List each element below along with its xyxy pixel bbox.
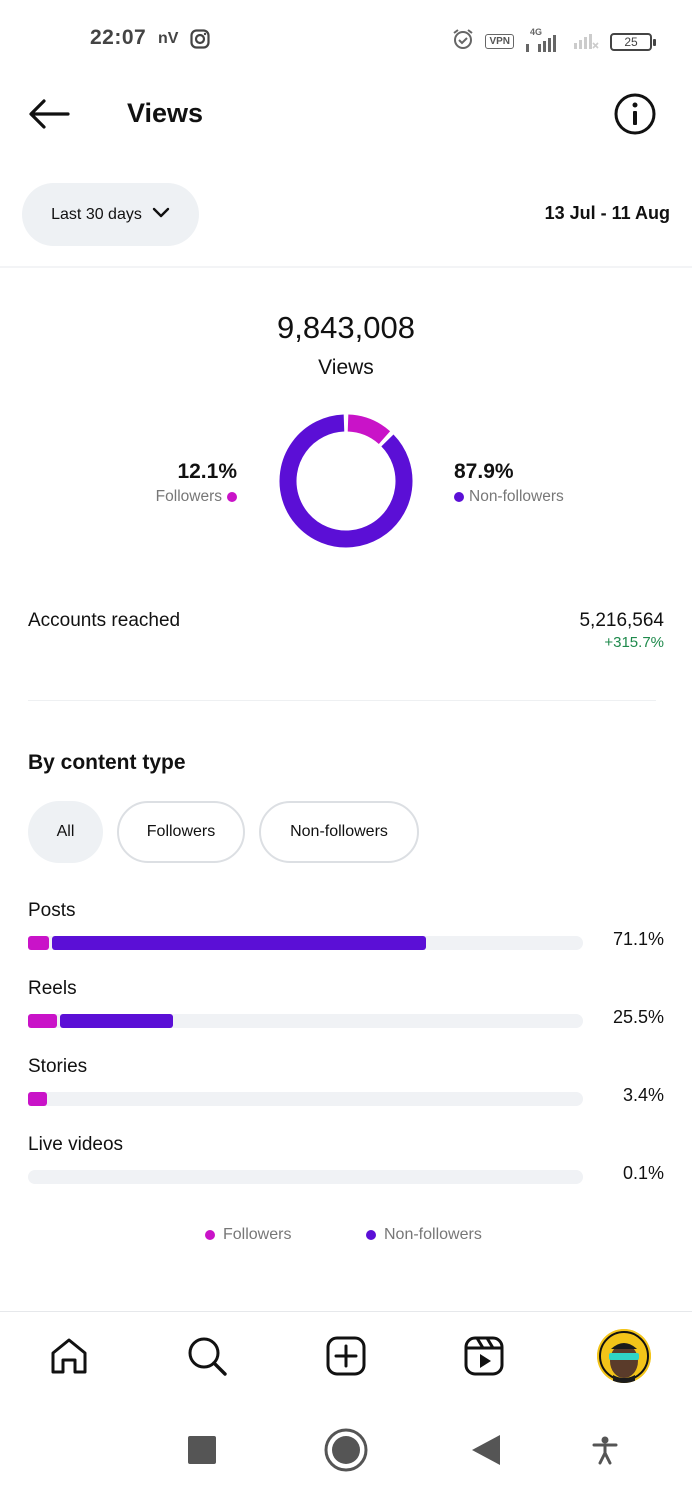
followers-share: 12.1% Followers [156, 460, 237, 506]
date-range-selector[interactable]: Last 30 days [22, 183, 199, 246]
legend-followers-label: Followers [223, 1226, 292, 1243]
chevron-down-icon [152, 206, 170, 224]
total-views-label: Views [318, 356, 374, 379]
bar-track [28, 1092, 583, 1106]
status-time: 22:07 [90, 26, 147, 49]
nonfollowers-dot-icon [366, 1230, 376, 1240]
reels-icon[interactable] [458, 1330, 510, 1382]
carrier-mark: nV [158, 30, 179, 47]
content-type-title: By content type [28, 751, 186, 774]
alarm-icon [451, 27, 475, 56]
views-donut-chart [279, 414, 413, 548]
network-type: 4G [530, 26, 543, 37]
divider [0, 266, 692, 268]
content-row-label: Live videos [28, 1134, 124, 1155]
instagram-notification-icon [190, 29, 210, 54]
recents-icon[interactable] [177, 1425, 227, 1475]
page-title: Views [127, 98, 204, 128]
content-row-stories: Stories 3.4% [28, 1056, 664, 1126]
accessibility-icon[interactable] [580, 1425, 630, 1475]
divider [28, 700, 656, 701]
followers-share-text: Followers [155, 488, 222, 505]
filter-chip-nonfollowers[interactable]: Non-followers [259, 801, 419, 863]
content-row-percentage: 0.1% [622, 1163, 664, 1183]
content-row-live-videos: Live videos 0.1% [28, 1134, 664, 1204]
top-bar: Views [0, 80, 692, 150]
filter-chip-followers[interactable]: Followers [117, 801, 245, 863]
back-arrow-icon[interactable] [26, 96, 72, 132]
donut-slice-followers [347, 414, 391, 445]
divider [0, 1311, 692, 1312]
bar-nonfollowers-posts [52, 936, 426, 950]
create-icon[interactable] [320, 1330, 372, 1382]
content-row-reels: Reels 25.5% [28, 978, 664, 1048]
search-icon[interactable] [181, 1330, 233, 1382]
followers-dot-icon [205, 1230, 215, 1240]
bar-track [28, 1170, 583, 1184]
content-row-label: Stories [28, 1056, 88, 1077]
content-row-percentage: 3.4% [622, 1085, 664, 1105]
bar-track [28, 1014, 583, 1028]
profile-avatar[interactable] [597, 1329, 651, 1383]
nonfollowers-share: 87.9% Non-followers [454, 460, 564, 506]
vpn-badge: VPN [485, 34, 514, 49]
content-row-percentage: 71.1% [612, 929, 664, 949]
bar-track [28, 936, 583, 950]
home-circle-icon[interactable] [321, 1425, 371, 1475]
battery-icon: 25 [610, 32, 656, 51]
date-range-text: 13 Jul - 11 Aug [544, 203, 670, 223]
followers-percentage: 12.1% [177, 460, 237, 483]
signal-strength-icon: 4G [524, 26, 562, 54]
nonfollowers-dot-icon [454, 492, 464, 502]
filter-chip-all[interactable]: All [28, 801, 103, 863]
followers-share-label: Followers [156, 488, 237, 506]
legend-nonfollowers-label: Non-followers [384, 1226, 482, 1243]
back-triangle-icon[interactable] [461, 1425, 511, 1475]
bar-followers-reels [28, 1014, 57, 1028]
accounts-reached-label: Accounts reached [28, 610, 181, 631]
content-row-label: Reels [28, 978, 77, 999]
accounts-reached-value: 5,216,564 [579, 610, 664, 631]
home-icon[interactable] [43, 1330, 95, 1382]
status-bar: 22:07 nV VPN 4G 25 [0, 0, 692, 80]
legend-nonfollowers: Non-followers [366, 1226, 482, 1244]
bar-followers-stories [28, 1092, 47, 1106]
signal-no-service-icon [572, 27, 600, 56]
content-row-posts: Posts 71.1% [28, 900, 664, 970]
nonfollowers-share-text: Non-followers [469, 488, 564, 505]
accounts-reached-change: +315.7% [604, 634, 664, 651]
info-icon[interactable] [613, 92, 657, 136]
bar-nonfollowers-reels [59, 1014, 173, 1028]
legend-followers: Followers [205, 1226, 291, 1244]
content-row-label: Posts [28, 900, 76, 921]
content-row-percentage: 25.5% [612, 1007, 664, 1027]
bar-followers-posts [28, 936, 50, 950]
nonfollowers-percentage: 87.9% [454, 460, 514, 483]
followers-dot-icon [227, 492, 237, 502]
nonfollowers-share-label: Non-followers [454, 488, 564, 506]
date-range-selector-label: Last 30 days [51, 205, 142, 223]
total-views-value: 9,843,008 [277, 310, 415, 345]
donut-slice-non-followers [279, 414, 413, 548]
